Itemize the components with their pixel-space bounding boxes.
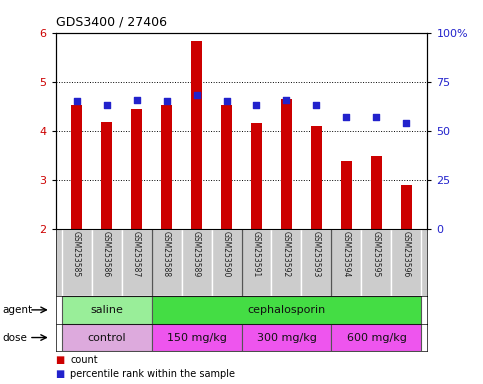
Point xyxy=(103,102,111,108)
Bar xyxy=(242,324,331,351)
Point xyxy=(313,102,320,108)
Bar xyxy=(251,123,262,229)
Text: GSM253591: GSM253591 xyxy=(252,231,261,277)
Text: 300 mg/kg: 300 mg/kg xyxy=(256,333,316,343)
Bar xyxy=(152,296,422,324)
Bar xyxy=(61,324,152,351)
Bar xyxy=(221,105,232,229)
Bar xyxy=(152,229,182,296)
Text: GSM253592: GSM253592 xyxy=(282,231,291,277)
Text: control: control xyxy=(87,333,126,343)
Point xyxy=(223,98,230,104)
Text: GSM253594: GSM253594 xyxy=(342,231,351,277)
Text: 150 mg/kg: 150 mg/kg xyxy=(167,333,227,343)
Bar xyxy=(331,229,361,296)
Bar xyxy=(101,122,112,229)
Bar xyxy=(131,109,142,229)
Bar xyxy=(92,229,122,296)
Bar xyxy=(61,229,92,296)
Bar xyxy=(122,229,152,296)
Text: GSM253590: GSM253590 xyxy=(222,231,231,277)
Point xyxy=(72,98,80,104)
Text: GSM253587: GSM253587 xyxy=(132,231,141,277)
Bar xyxy=(61,296,152,324)
Bar xyxy=(152,324,242,351)
Text: dose: dose xyxy=(2,333,28,343)
Text: GSM253589: GSM253589 xyxy=(192,231,201,277)
Text: GSM253588: GSM253588 xyxy=(162,231,171,277)
Bar xyxy=(371,156,382,229)
Point xyxy=(372,114,380,120)
Text: ■: ■ xyxy=(56,369,65,379)
Text: GSM253586: GSM253586 xyxy=(102,231,111,277)
Bar xyxy=(182,229,212,296)
Text: ■: ■ xyxy=(56,355,65,365)
Text: agent: agent xyxy=(2,305,32,315)
Text: GSM253595: GSM253595 xyxy=(372,231,381,277)
Bar xyxy=(311,126,322,229)
Bar xyxy=(191,41,202,229)
Point xyxy=(403,120,411,126)
Bar xyxy=(331,324,422,351)
Text: GSM253585: GSM253585 xyxy=(72,231,81,277)
Point xyxy=(133,97,141,103)
Text: saline: saline xyxy=(90,305,123,315)
Text: GSM253596: GSM253596 xyxy=(402,231,411,277)
Text: percentile rank within the sample: percentile rank within the sample xyxy=(70,369,235,379)
Point xyxy=(163,98,170,104)
Bar xyxy=(301,229,331,296)
Bar xyxy=(242,229,271,296)
Bar xyxy=(401,185,412,229)
Text: 600 mg/kg: 600 mg/kg xyxy=(346,333,406,343)
Bar xyxy=(71,105,82,229)
Bar xyxy=(212,229,242,296)
Bar xyxy=(341,161,352,229)
Point xyxy=(193,93,200,99)
Bar xyxy=(361,229,391,296)
Text: cephalosporin: cephalosporin xyxy=(247,305,326,315)
Bar xyxy=(271,229,301,296)
Text: count: count xyxy=(70,355,98,365)
Point xyxy=(253,102,260,108)
Bar xyxy=(161,105,172,229)
Text: GSM253593: GSM253593 xyxy=(312,231,321,277)
Bar xyxy=(391,229,422,296)
Point xyxy=(342,114,350,120)
Text: GDS3400 / 27406: GDS3400 / 27406 xyxy=(56,16,167,29)
Bar xyxy=(281,99,292,229)
Point xyxy=(283,97,290,103)
